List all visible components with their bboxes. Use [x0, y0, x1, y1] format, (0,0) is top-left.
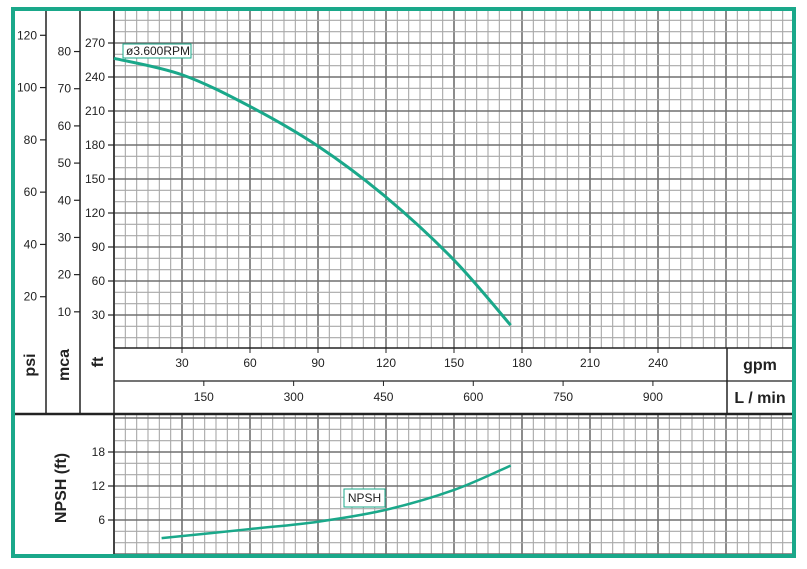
y-tick-label-ft: 30	[92, 308, 106, 322]
x-tick-label-gpm: 240	[648, 356, 668, 370]
y-tick-label-psi: 100	[17, 81, 37, 95]
x-tick-label-lmin: 450	[373, 390, 393, 404]
y-tick-label-ft: 60	[92, 274, 106, 288]
y-axis-label-npsh: NPSH (ft)	[53, 453, 70, 523]
x-tick-label-gpm: 120	[376, 356, 396, 370]
y-axis-label-ft: ft	[90, 356, 107, 367]
x-tick-label-gpm: 150	[444, 356, 464, 370]
y-tick-label-psi: 60	[24, 185, 38, 199]
ticks: 30 60 90 120 150 180 210 240 150 300 450 600 750 900 2…	[17, 28, 668, 527]
y-tick-label-ft: 90	[92, 240, 106, 254]
x-axis-label-lmin: L / min	[734, 390, 785, 407]
y-tick-label-mca: 20	[58, 268, 72, 282]
y-tick-label-npsh: 18	[92, 445, 106, 459]
y-tick-label-ft: 270	[85, 36, 105, 50]
x-tick-label-lmin: 300	[284, 390, 304, 404]
grid-upper	[113, 10, 793, 350]
y-axis-label-mca: mca	[56, 349, 73, 381]
x-tick-label-lmin: 900	[643, 390, 663, 404]
x-tick-label-gpm: 30	[175, 356, 189, 370]
y-tick-label-mca: 10	[58, 305, 72, 319]
legend-label-npsh: NPSH	[348, 491, 381, 505]
y-tick-label-psi: 20	[24, 290, 38, 304]
legend-box-head	[122, 43, 192, 59]
x-tick-label-lmin: 150	[194, 390, 214, 404]
y-axis-label-psi: psi	[22, 353, 39, 376]
y-tick-label-ft: 120	[85, 206, 105, 220]
y-tick-label-mca: 60	[58, 119, 72, 133]
y-tick-label-psi: 40	[24, 237, 38, 251]
legend-label-head: ø3.600RPM	[126, 44, 190, 58]
y-tick-label-npsh: 12	[92, 479, 106, 493]
legend-box-npsh	[343, 488, 386, 508]
y-tick-label-ft: 240	[85, 70, 105, 84]
outer-border	[11, 7, 796, 558]
x-tick-label-gpm: 180	[512, 356, 532, 370]
y-tick-label-mca: 30	[58, 230, 72, 244]
y-tick-label-psi: 80	[24, 133, 38, 147]
frame	[11, 7, 796, 558]
y-tick-label-ft: 210	[85, 104, 105, 118]
grid-lower	[113, 414, 793, 555]
y-tick-label-psi: 120	[17, 28, 37, 42]
x-tick-label-lmin: 600	[463, 390, 483, 404]
x-tick-label-lmin: 750	[553, 390, 573, 404]
x-tick-label-gpm: 210	[580, 356, 600, 370]
x-axis-label-gpm: gpm	[743, 357, 777, 374]
y-tick-label-mca: 50	[58, 156, 72, 170]
x-tick-label-gpm: 60	[243, 356, 257, 370]
series-line-head	[113, 56, 512, 327]
y-tick-label-mca: 80	[58, 45, 72, 59]
y-tick-label-ft: 180	[85, 138, 105, 152]
y-tick-label-mca: 40	[58, 193, 72, 207]
series-line-npsh	[161, 464, 512, 540]
y-tick-label-mca: 70	[58, 82, 72, 96]
x-tick-label-gpm: 90	[311, 356, 325, 370]
y-tick-label-npsh: 6	[98, 513, 105, 527]
y-tick-label-ft: 150	[85, 172, 105, 186]
